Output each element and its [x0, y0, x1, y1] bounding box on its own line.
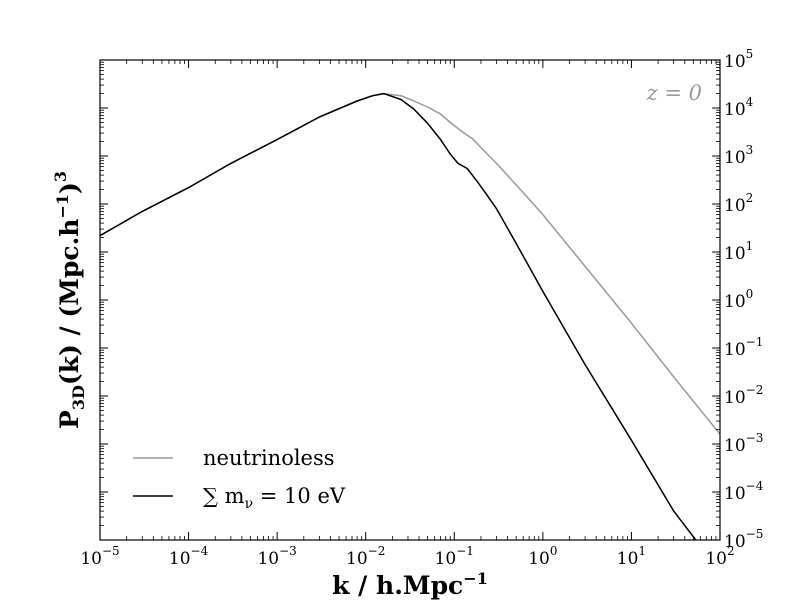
y-tick-label: 10−5: [724, 527, 763, 552]
y-axis-label-exp2: 3: [51, 171, 70, 182]
x-tick-label: 100: [528, 544, 557, 569]
y-axis-label-sub: 3D: [69, 385, 88, 410]
x-tick-label: 10−2: [346, 544, 385, 569]
y-tick-label: 101: [724, 239, 753, 264]
legend-label-massive-neutrino: ∑ mν = 10 eV: [203, 484, 346, 512]
series-line-neutrinoless: [100, 92, 720, 435]
x-tick-label: 10−5: [80, 544, 119, 569]
y-tick-label: 100: [724, 287, 753, 312]
y-tick-label: 103: [724, 143, 753, 168]
x-axis-label: k / h.Mpc−1: [332, 569, 488, 600]
plot-frame: [99, 59, 721, 541]
x-tick-label: 102: [705, 544, 734, 569]
y-tick-label: 104: [724, 95, 754, 120]
legend: neutrinoless ∑ mν = 10 eV: [133, 446, 346, 512]
y-axis-label: P3D(k) / (Mpc.h−1)3: [51, 171, 88, 429]
y-axis-label-main: P: [55, 410, 84, 429]
legend-label-sum: ∑ m: [203, 484, 245, 508]
legend-label-value: = 10 eV: [253, 484, 346, 508]
redshift-annotation: z = 0: [646, 81, 702, 105]
y-tick-label: 10−3: [724, 431, 763, 456]
y-tick-label: 10−1: [724, 335, 763, 360]
y-tick-label: 102: [724, 191, 753, 216]
x-axis-label-exp: −1: [463, 569, 488, 588]
series-line-massive-neutrino: [100, 92, 697, 540]
legend-label-neutrinoless: neutrinoless: [203, 446, 335, 470]
y-axis-label-exp1: −1: [53, 194, 72, 219]
y-axis-label-close: ): [55, 182, 84, 194]
x-tick-label: 10−3: [257, 544, 296, 569]
x-tick-label: 101: [617, 544, 646, 569]
x-tick-label: 10−1: [435, 544, 474, 569]
y-tick-label: 10−4: [724, 479, 764, 504]
legend-label-subscript: ν: [245, 496, 254, 512]
y-tick-label: 10−2: [724, 383, 763, 408]
x-tick-label: 10−4: [169, 544, 209, 569]
y-tick-label: 105: [724, 47, 753, 72]
y-axis-label-rest: (k) / (Mpc.h: [55, 219, 84, 386]
x-axis-label-main: k / h.Mpc: [332, 571, 463, 600]
